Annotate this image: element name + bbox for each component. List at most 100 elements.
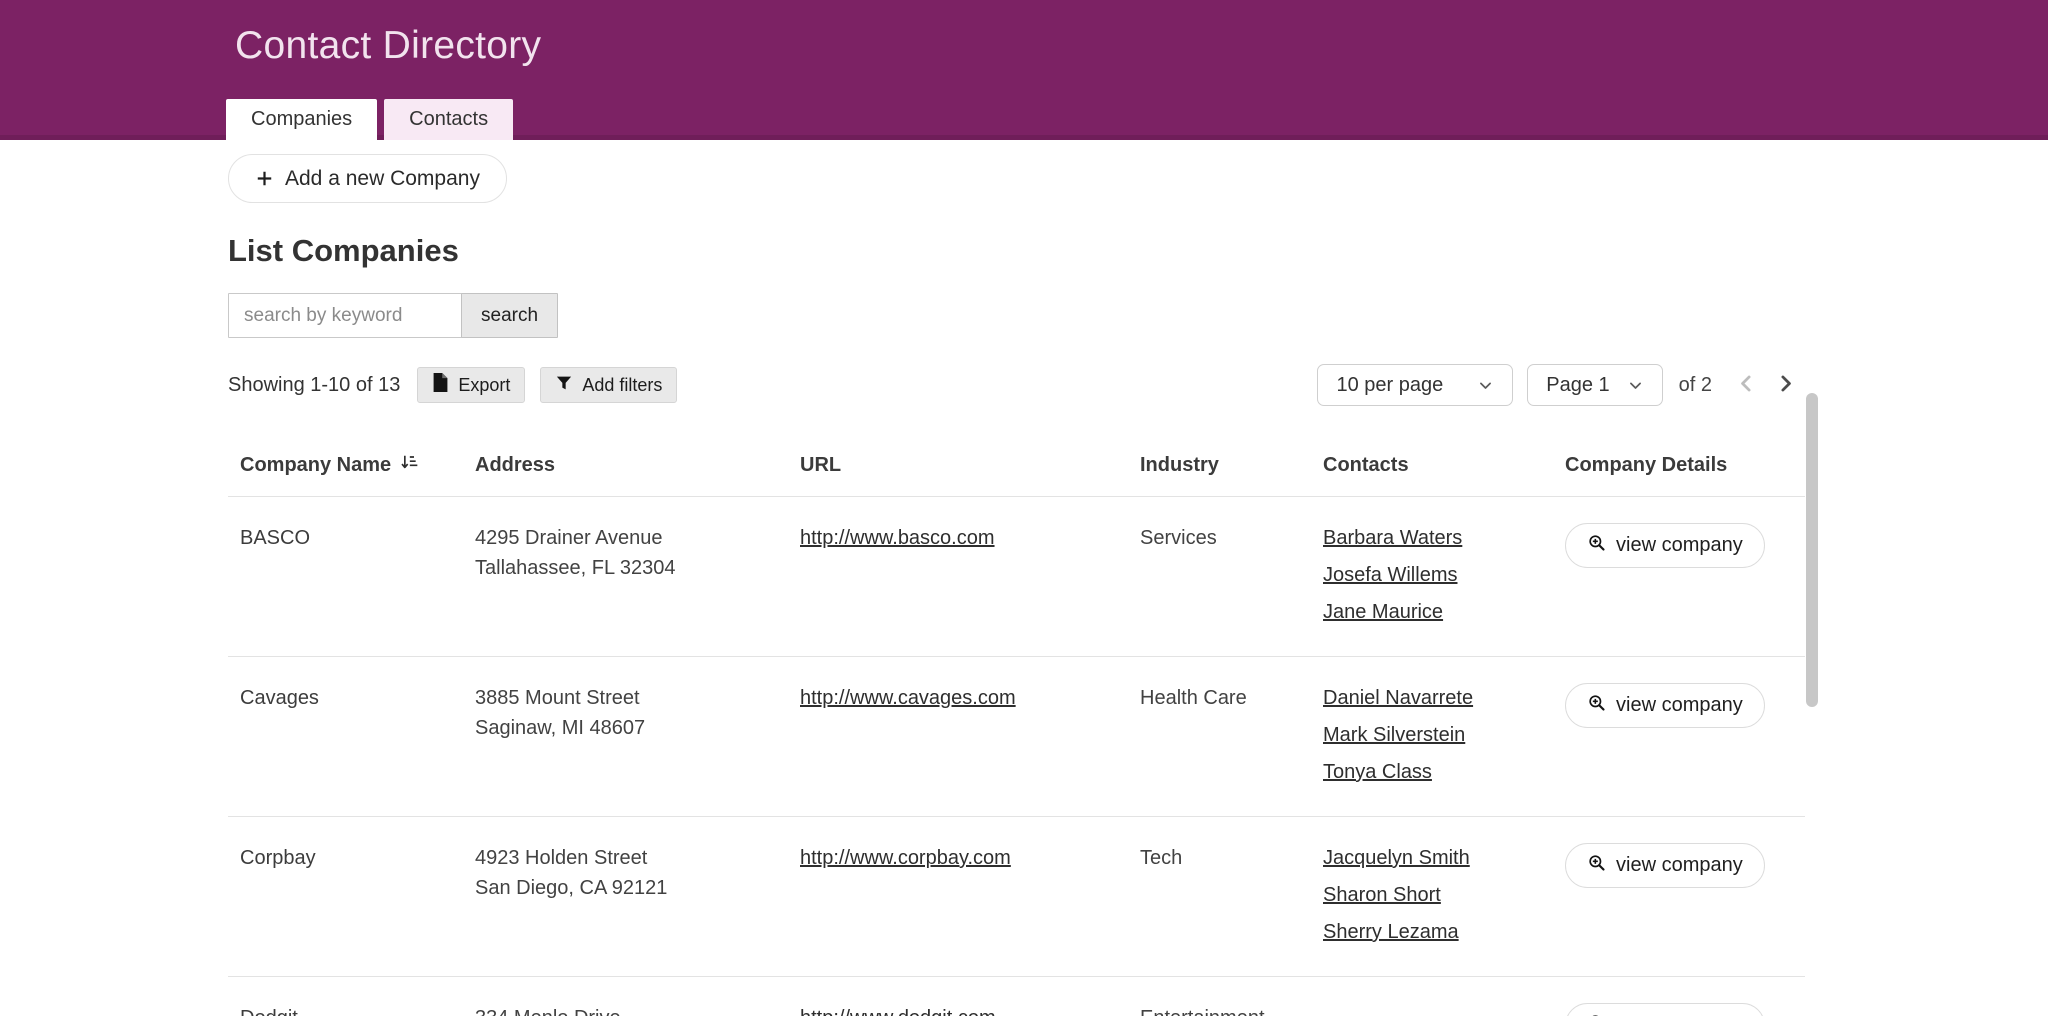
tab-contacts-label: Contacts (409, 108, 489, 130)
column-url: URL (800, 453, 842, 476)
url-cell: http://www.dodgit.com (800, 1003, 1140, 1016)
address-line-1: 4295 Drainer Avenue (475, 527, 663, 549)
view-company-label: view company (1616, 534, 1743, 556)
view-company-label: view company (1616, 1014, 1743, 1016)
contact-link[interactable]: Jane Maurice (1323, 601, 1444, 623)
contact-link[interactable]: Sharon Short (1323, 884, 1441, 906)
page-total-label: of 2 (1678, 373, 1712, 396)
showing-count: Showing 1-10 of 13 (228, 373, 401, 396)
address-line-1: 3885 Mount Street (475, 687, 640, 709)
address-line-2: San Diego, CA 92121 (475, 877, 668, 899)
export-button[interactable]: Export (417, 367, 526, 403)
view-company-button[interactable]: view company (1565, 1003, 1765, 1016)
table-row: Corpbay 4923 Holden Street San Diego, CA… (228, 817, 1805, 977)
tab-companies[interactable]: Companies (226, 99, 378, 140)
view-company-label: view company (1616, 694, 1743, 716)
search-button[interactable]: search (461, 293, 559, 338)
url-cell: http://www.corpbay.com (800, 843, 1140, 954)
company-details-cell: view company (1565, 1003, 1805, 1016)
contact-link[interactable]: Daniel Navarrete (1323, 687, 1474, 709)
table-row: Cavages 3885 Mount Street Saginaw, MI 48… (228, 657, 1805, 817)
view-company-button[interactable]: view company (1565, 523, 1765, 568)
address-line-1: 334 Menlo Drive (475, 1003, 800, 1016)
company-details-cell: view company (1565, 843, 1805, 954)
company-name-cell: Dodgit (240, 1003, 475, 1016)
tab-bar: Companies Contacts (226, 99, 514, 140)
company-name-cell: Cavages (240, 687, 319, 709)
zoom-in-icon (1587, 1013, 1607, 1016)
chevron-down-icon (1627, 377, 1644, 394)
contacts-cell: Jacquelyn Smith Sharon Short Sherry Lezama (1323, 843, 1565, 954)
url-cell: http://www.basco.com (800, 523, 1140, 634)
address-cell: 334 Menlo Drive Menlo, CA 84432 (475, 1003, 800, 1016)
column-company-name-label: Company Name (240, 453, 392, 476)
industry-cell: Tech (1140, 847, 1183, 869)
plus-icon (255, 169, 274, 188)
company-name-cell: BASCO (240, 527, 311, 549)
address-cell: 4295 Drainer Avenue Tallahassee, FL 3230… (475, 523, 800, 634)
column-contacts: Contacts (1323, 453, 1409, 476)
page-value: Page 1 (1546, 373, 1610, 396)
contact-link[interactable]: Jacquelyn Smith (1323, 847, 1470, 869)
address-line-2: Tallahassee, FL 32304 (475, 557, 676, 579)
chevron-down-icon (1477, 377, 1494, 394)
column-company-name: Company Name (240, 452, 475, 478)
contact-link[interactable]: Sherry Lezama (1323, 921, 1459, 943)
tab-contacts[interactable]: Contacts (384, 99, 514, 140)
company-details-cell: view company (1565, 683, 1805, 794)
search-input[interactable] (228, 293, 462, 338)
chevron-right-icon (1775, 373, 1796, 397)
per-page-value: 10 per page (1336, 373, 1444, 396)
view-company-button[interactable]: view company (1565, 683, 1765, 728)
industry-cell: Services (1140, 527, 1217, 549)
main-content: Add a new Company List Companies search … (0, 140, 2048, 1016)
contact-link[interactable]: Mark Silverstein (1323, 724, 1466, 746)
vertical-scrollbar-thumb[interactable] (1806, 393, 1818, 707)
filter-funnel-icon (555, 374, 573, 397)
company-url-link[interactable]: http://www.dodgit.com (800, 1007, 996, 1016)
zoom-in-icon (1587, 693, 1607, 719)
table-body: BASCO 4295 Drainer Avenue Tallahassee, F… (228, 497, 1805, 1016)
search-row: search (228, 293, 1805, 338)
contact-link[interactable]: Barbara Waters (1323, 527, 1463, 549)
sort-icon[interactable] (399, 452, 419, 478)
add-company-label: Add a new Company (285, 166, 480, 190)
company-details-cell: view company (1565, 523, 1805, 634)
zoom-in-icon (1587, 533, 1607, 559)
tab-companies-label: Companies (251, 108, 353, 130)
column-address: Address (475, 453, 556, 476)
contacts-cell: Barbara Waters Josefa Willems Jane Maurice (1323, 523, 1565, 634)
document-icon (432, 373, 449, 397)
url-cell: http://www.cavages.com (800, 683, 1140, 794)
view-company-label: view company (1616, 854, 1743, 876)
table-header-row: Company Name Address URL Industry Contac… (228, 436, 1805, 497)
company-url-link[interactable]: http://www.cavages.com (800, 687, 1016, 709)
app-header: Contact Directory Companies Contacts (0, 0, 2048, 140)
view-company-button[interactable]: view company (1565, 843, 1765, 888)
contact-link[interactable]: Tonya Class (1323, 761, 1432, 783)
page-title: Contact Directory (235, 24, 542, 67)
previous-page-button[interactable] (1727, 373, 1766, 397)
column-industry: Industry (1140, 453, 1219, 476)
address-line-1: 4923 Holden Street (475, 847, 648, 869)
toolbar: Showing 1-10 of 13 Export Add filters 10… (228, 364, 1805, 406)
chevron-left-icon (1736, 373, 1757, 397)
company-url-link[interactable]: http://www.basco.com (800, 527, 995, 549)
add-company-button[interactable]: Add a new Company (228, 154, 507, 203)
companies-table: Company Name Address URL Industry Contac… (228, 436, 1805, 1016)
add-filters-button[interactable]: Add filters (540, 367, 678, 403)
column-company-details: Company Details (1565, 453, 1728, 476)
zoom-in-icon (1587, 853, 1607, 879)
contacts-cell: Daniel Navarrete Mark Silverstein Tonya Cl… (1323, 683, 1565, 794)
contacts-cell (1323, 1003, 1565, 1016)
company-url-link[interactable]: http://www.corpbay.com (800, 847, 1011, 869)
export-label: Export (458, 374, 511, 395)
contact-link[interactable]: Josefa Willems (1323, 564, 1458, 586)
industry-cell: Health Care (1140, 687, 1247, 709)
address-cell: 3885 Mount Street Saginaw, MI 48607 (475, 683, 800, 794)
list-companies-heading: List Companies (228, 233, 459, 268)
next-page-button[interactable] (1766, 373, 1805, 397)
table-row: Dodgit 334 Menlo Drive Menlo, CA 84432 h… (228, 977, 1805, 1016)
page-select[interactable]: Page 1 (1527, 364, 1663, 406)
per-page-select[interactable]: 10 per page (1317, 364, 1514, 406)
